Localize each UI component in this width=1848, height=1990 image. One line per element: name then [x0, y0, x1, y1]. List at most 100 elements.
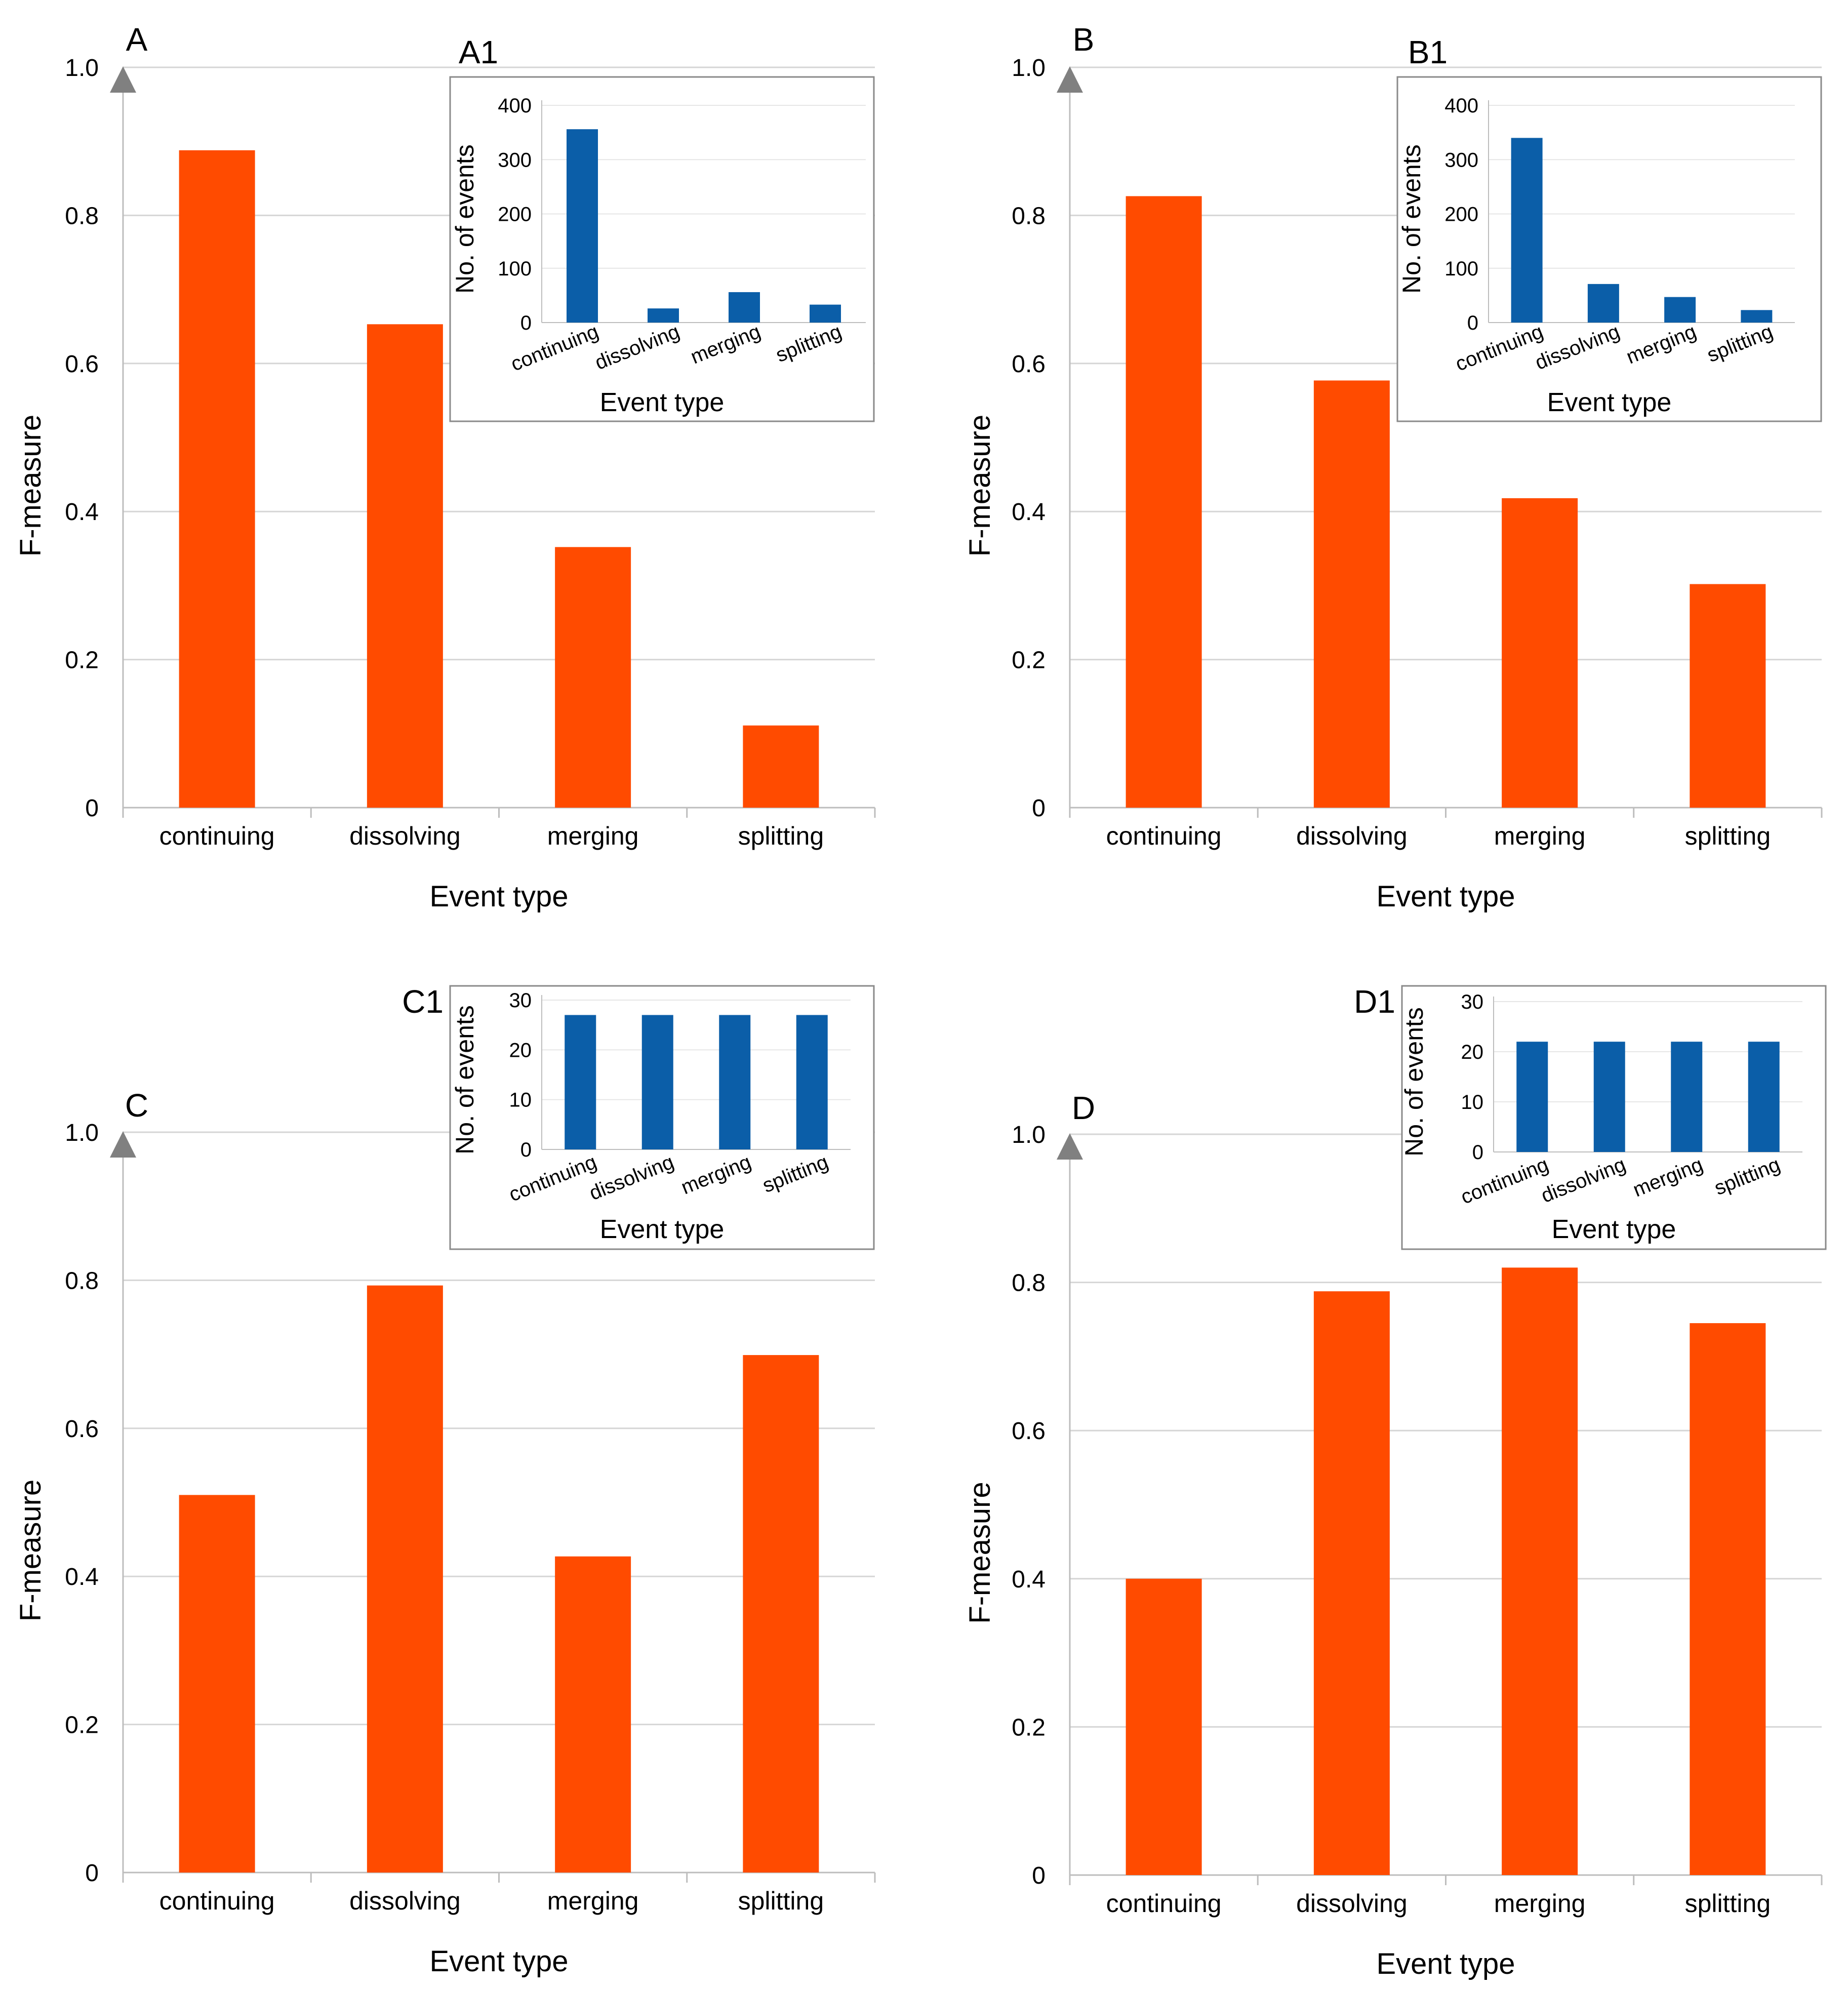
inset-y-tick-label: 30	[509, 989, 532, 1012]
x-tick-label: continuing	[1106, 1889, 1222, 1918]
x-axis-title: Event type	[429, 1945, 568, 1978]
bar-merging	[555, 1556, 631, 1873]
inset-frame	[449, 76, 875, 422]
inset-bar-merging	[719, 1015, 751, 1149]
bar-dissolving	[1313, 380, 1390, 808]
inset-y-tick-label: 0	[520, 312, 532, 334]
y-tick-label: 0	[1032, 795, 1046, 822]
y-tick-label: 0.4	[1012, 499, 1046, 526]
y-axis-title: F-measure	[14, 415, 47, 556]
inset-y-tick-label: 100	[498, 258, 532, 280]
inset-y-tick-label: 0	[520, 1139, 532, 1161]
y-tick-label: 1.0	[65, 1120, 99, 1146]
bar-merging	[555, 547, 631, 808]
x-tick-label: dissolving	[349, 1887, 461, 1915]
inset-y-tick-label: 200	[498, 204, 532, 226]
y-axis-arrow	[110, 66, 136, 93]
bar-continuing	[1126, 1578, 1202, 1875]
y-tick-label: 0.4	[65, 499, 99, 526]
x-tick-label: continuing	[1106, 822, 1222, 850]
bar-continuing	[179, 1495, 255, 1873]
x-tick-label: dissolving	[1296, 1889, 1408, 1918]
y-tick-label: 1.0	[1012, 55, 1046, 82]
y-tick-label: 0.8	[65, 1267, 99, 1294]
panel-label: D	[1072, 1090, 1095, 1126]
inset-bar-continuing	[565, 1015, 596, 1149]
y-tick-label: 0.8	[1012, 1270, 1046, 1297]
inset-y-tick-label: 300	[1444, 149, 1478, 171]
panel-a: 0 0.2 0.4 0.6 0.8 1.0 continuing dissolving merg…	[14, 21, 876, 913]
y-axis-arrow	[110, 1131, 136, 1158]
inset-panel-label: C1	[402, 983, 444, 1020]
y-axis-title: F-measure	[14, 1480, 47, 1621]
bar-splitting	[1690, 584, 1766, 808]
y-axis-arrow	[1057, 66, 1083, 93]
inset-x-axis-title: Event type	[1552, 1215, 1676, 1244]
x-axis-title: Event type	[429, 880, 568, 913]
x-tick-label: splitting	[738, 1887, 824, 1915]
x-tick-label: dissolving	[1296, 822, 1408, 850]
panel-label: C	[125, 1087, 148, 1124]
y-tick-label: 0.2	[65, 1712, 99, 1739]
inset-bar-dissolving	[641, 1015, 673, 1149]
inset-panel-label: A1	[459, 34, 498, 70]
inset-bar-splitting	[1748, 1042, 1780, 1152]
panel-c: 0 0.2 0.4 0.6 0.8 1.0 continuing dissolving merg…	[14, 983, 876, 1978]
x-tick-label: splitting	[1685, 1889, 1771, 1918]
inset-y-tick-label: 100	[1444, 258, 1478, 280]
y-tick-label: 1.0	[65, 55, 99, 82]
inset-y-tick-label: 10	[1461, 1091, 1484, 1113]
inset-y-tick-label: 400	[1444, 95, 1478, 117]
inset-frame	[1396, 76, 1822, 422]
x-tick-label: merging	[547, 1887, 639, 1915]
inset-x-axis-title: Event type	[1547, 388, 1672, 417]
inset-panel-label: B1	[1408, 34, 1448, 70]
inset-bar-merging	[729, 292, 760, 323]
inset-y-axis-title: No. of events	[1400, 1007, 1428, 1157]
y-tick-label: 1.0	[1012, 1122, 1046, 1148]
x-tick-label: merging	[547, 822, 639, 850]
x-tick-label: continuing	[159, 822, 275, 850]
inset-y-tick-label: 0	[1472, 1141, 1483, 1164]
panel-d: 0 0.2 0.4 0.6 0.8 1.0 continuing dissolving merg…	[963, 983, 1827, 1980]
inset-bar-merging	[1671, 1042, 1703, 1152]
inset-y-tick-label: 20	[509, 1039, 532, 1061]
y-tick-label: 0.6	[65, 1416, 99, 1443]
panel-label: B	[1073, 21, 1095, 58]
inset-panel-label: D1	[1354, 983, 1395, 1020]
bar-continuing	[1126, 196, 1202, 808]
inset-bar-splitting	[1741, 310, 1773, 323]
x-axis-title: Event type	[1376, 1947, 1515, 1980]
inset-y-tick-label: 400	[498, 95, 532, 117]
x-tick-label: continuing	[159, 1887, 275, 1915]
x-tick-label: dissolving	[349, 822, 461, 850]
y-tick-label: 0.6	[1012, 351, 1046, 378]
x-tick-label: splitting	[738, 822, 824, 850]
inset-bar-continuing	[1511, 138, 1543, 323]
inset-bar-splitting	[796, 1015, 828, 1149]
y-tick-label: 0	[85, 795, 99, 822]
panel-label: A	[126, 21, 148, 58]
inset-y-axis-title: No. of events	[1397, 144, 1426, 294]
inset-y-tick-label: 300	[498, 149, 532, 171]
x-tick-label: merging	[1494, 822, 1586, 850]
inset-y-tick-label: 200	[1444, 204, 1478, 226]
bar-continuing	[179, 150, 255, 808]
bar-merging	[1502, 498, 1578, 808]
y-tick-label: 0	[85, 1860, 99, 1887]
bar-splitting	[743, 1355, 819, 1873]
y-tick-label: 0	[1032, 1862, 1046, 1889]
y-tick-label: 0.4	[65, 1564, 99, 1590]
panel-b: 0 0.2 0.4 0.6 0.8 1.0 continuing dissolving merg…	[963, 21, 1823, 913]
bar-dissolving	[367, 1285, 443, 1873]
x-tick-label: merging	[1494, 1889, 1586, 1918]
inset-x-axis-title: Event type	[600, 1215, 725, 1244]
y-axis-title: F-measure	[963, 1482, 996, 1623]
inset-bar-continuing	[1516, 1042, 1548, 1152]
inset-y-tick-label: 0	[1467, 312, 1478, 334]
bar-dissolving	[1313, 1291, 1390, 1875]
y-tick-label: 0.6	[1012, 1418, 1046, 1445]
